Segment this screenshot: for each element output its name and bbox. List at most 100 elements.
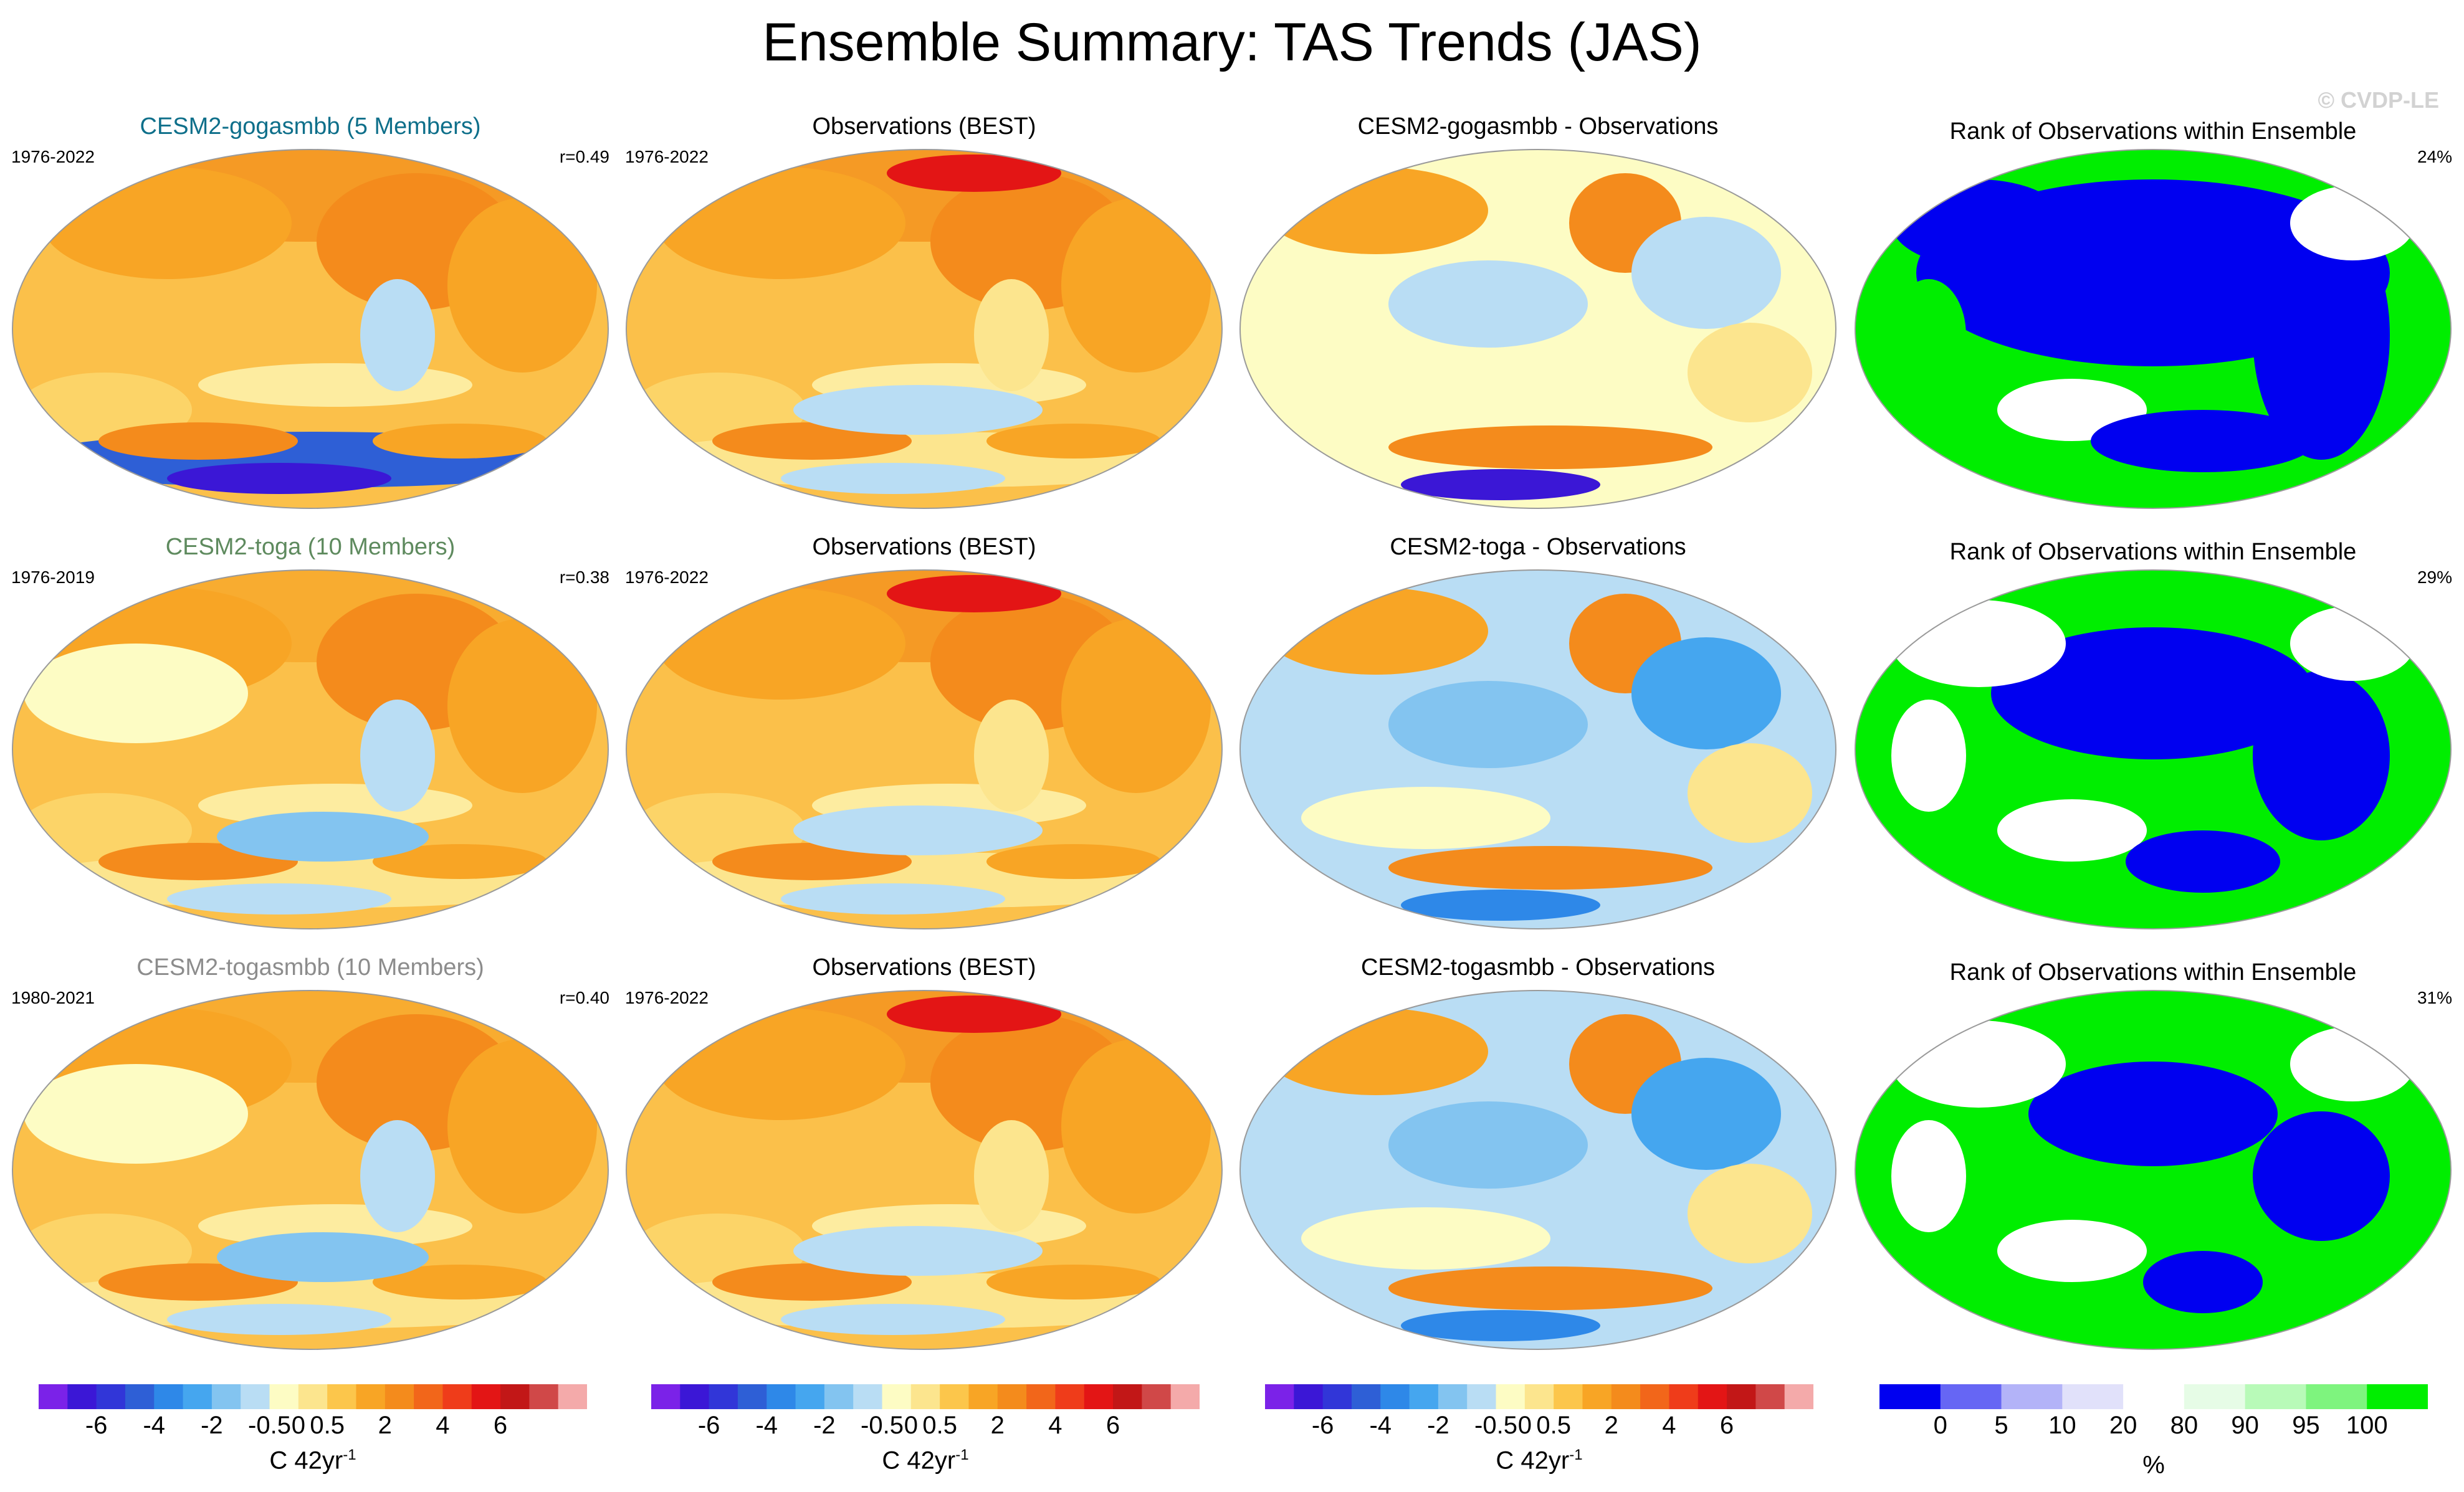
colorbar-swatch xyxy=(154,1384,184,1409)
period-label: 1976-2022 xyxy=(625,568,709,587)
diff-panel: CESM2-toga - Observations xyxy=(1239,533,1837,931)
map-field-patch xyxy=(217,1232,429,1282)
map-field-patch xyxy=(1688,1164,1812,1263)
map-field-patch xyxy=(1891,600,2066,687)
colorbar-tick-label: 0 xyxy=(1933,1412,1947,1439)
map-field-patch xyxy=(167,1304,391,1335)
map-field-patch xyxy=(1388,425,1712,469)
colorbar-swatch xyxy=(1727,1384,1756,1409)
colorbar-swatch xyxy=(968,1384,998,1409)
diff-map xyxy=(1239,569,1836,929)
colorbar-swatch xyxy=(997,1384,1027,1409)
panel-title: CESM2-toga (10 Members) xyxy=(165,534,456,560)
map-field-patch xyxy=(2028,1062,2278,1166)
colorbar-swatch xyxy=(67,1384,97,1409)
colorbar-swatches xyxy=(651,1384,1200,1409)
colorbar-rank: % 0 5 10 20 80 90 95 100 xyxy=(1879,1384,2428,1490)
diff-panel: CESM2-togasmbb - Observations xyxy=(1239,953,1837,1352)
colorbar-swatch xyxy=(96,1384,126,1409)
map-field-patch xyxy=(2290,606,2415,681)
colorbar-swatch xyxy=(211,1384,241,1409)
panel-title: Rank of Observations within Ensemble xyxy=(1949,959,2357,986)
colorbar-units: C 42yr-1 xyxy=(1496,1447,1583,1475)
panel-title: CESM2-gogasmbb (5 Members) xyxy=(140,113,481,140)
colorbar-swatch xyxy=(183,1384,212,1409)
panel-title: Rank of Observations within Ensemble xyxy=(1949,118,2357,145)
colorbar-tick-label: -0.5 xyxy=(861,1412,904,1439)
colorbar-swatch xyxy=(1611,1384,1641,1409)
pattern-correlation: r=0.49 xyxy=(559,147,609,166)
colorbar-swatch xyxy=(2184,1384,2246,1409)
rank-panel: Rank of Observations within Ensemble 31% xyxy=(1854,953,2452,1352)
map-field-patch xyxy=(2126,830,2280,893)
colorbar-tick-label: 2 xyxy=(990,1412,1005,1439)
map-field-patch xyxy=(1388,846,1712,890)
colorbar-tick-label: -4 xyxy=(1369,1412,1392,1439)
map-field-patch xyxy=(1631,217,1781,329)
colorbar-swatch xyxy=(298,1384,328,1409)
colorbar-tick-label: 0.5 xyxy=(310,1412,345,1439)
colorbar-tick-label: 4 xyxy=(436,1412,450,1439)
colorbar-tick-label: 95 xyxy=(2292,1412,2320,1439)
map-field-patch xyxy=(1388,1101,1588,1189)
colorbar-swatch xyxy=(529,1384,559,1409)
map-field-patch xyxy=(167,883,391,915)
map-field-patch xyxy=(373,1265,547,1300)
panel-title: Observations (BEST) xyxy=(812,954,1036,981)
colorbar-swatch xyxy=(1026,1384,1056,1409)
colorbar-tick-label: 4 xyxy=(1662,1412,1676,1439)
map-field-patch xyxy=(373,424,547,459)
colorbar-tick-label: -2 xyxy=(1427,1412,1449,1439)
map-field-patch xyxy=(1388,681,1588,768)
map-field-patch xyxy=(98,422,298,460)
colorbar-difference: C 42yr-1 -6 -4 -2 -0.5 0 0.5 2 4 6 xyxy=(1265,1384,1813,1490)
colorbar-tick-label: 4 xyxy=(1048,1412,1062,1439)
map-field-patch xyxy=(1401,469,1600,500)
colorbar-units: % xyxy=(2142,1452,2165,1479)
colorbar-swatch xyxy=(651,1384,680,1409)
colorbar-units: C 42yr-1 xyxy=(269,1447,356,1475)
map-field-patch xyxy=(1061,1039,1211,1214)
colorbar-tick-label: 90 xyxy=(2231,1412,2259,1439)
colorbar-swatch xyxy=(795,1384,825,1409)
map-field-patch xyxy=(986,844,1161,879)
map-field-patch xyxy=(2253,671,2390,840)
map-field-patch xyxy=(1401,1310,1600,1341)
map-field-patch xyxy=(1891,179,2066,267)
obs-panel: Observations (BEST) 1976-2022 xyxy=(625,953,1223,1352)
colorbar-model: C 42yr-1 -6 -4 -2 -0.5 0 0.5 2 4 6 xyxy=(39,1384,587,1490)
rank-map xyxy=(1855,149,2452,509)
colorbar-swatch xyxy=(1170,1384,1200,1409)
colorbar-swatch xyxy=(2367,1384,2428,1409)
colorbar-swatch xyxy=(1055,1384,1085,1409)
colorbar-swatch xyxy=(1554,1384,1583,1409)
rank-percent: 24% xyxy=(2417,147,2452,166)
map-outline xyxy=(1239,149,1836,509)
colorbar-tick-label: 0 xyxy=(1517,1412,1532,1439)
colorbar-swatch xyxy=(737,1384,767,1409)
pattern-correlation: r=0.38 xyxy=(559,568,609,587)
map-outline xyxy=(1855,990,2452,1350)
figure-title: Ensemble Summary: TAS Trends (JAS) xyxy=(762,12,1702,72)
colorbar-swatch xyxy=(327,1384,356,1409)
colorbar-units: C 42yr-1 xyxy=(882,1447,969,1475)
colorbar-tick-label: -2 xyxy=(813,1412,836,1439)
colorbar-swatch xyxy=(1409,1384,1439,1409)
map-field-patch xyxy=(1997,799,2147,862)
colorbar-swatch xyxy=(241,1384,270,1409)
colorbar-tick-label: 6 xyxy=(493,1412,508,1439)
colorbar-swatch xyxy=(940,1384,969,1409)
map-field-patch xyxy=(656,587,905,700)
map-outline xyxy=(12,149,609,509)
colorbar-swatch xyxy=(1524,1384,1554,1409)
map-outline xyxy=(12,569,609,929)
panel-title: Observations (BEST) xyxy=(812,534,1036,560)
colorbar-swatch xyxy=(1640,1384,1669,1409)
map-field-patch xyxy=(42,167,292,279)
map-field-patch xyxy=(1991,627,2315,759)
map-outline xyxy=(1239,569,1836,929)
period-label: 1980-2021 xyxy=(11,988,95,1007)
panel-title: CESM2-togasmbb - Observations xyxy=(1360,954,1716,981)
map-field-patch xyxy=(24,1064,248,1164)
colorbar-tick-label: 5 xyxy=(1994,1412,2008,1439)
